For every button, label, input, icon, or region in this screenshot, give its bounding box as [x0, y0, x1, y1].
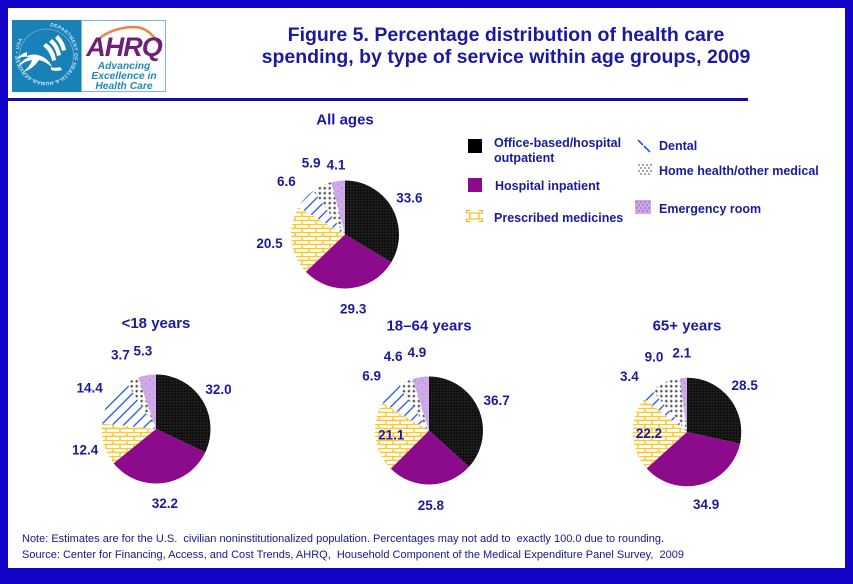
svg-text:2.1: 2.1	[672, 346, 691, 361]
svg-text:12.4: 12.4	[72, 443, 99, 458]
svg-text:6.6: 6.6	[277, 174, 296, 189]
svg-text:5.3: 5.3	[134, 344, 153, 359]
svg-text:All ages: All ages	[316, 112, 374, 129]
svg-text:5.9: 5.9	[302, 156, 321, 171]
svg-text:4.1: 4.1	[327, 158, 346, 173]
svg-text:21.1: 21.1	[378, 428, 405, 443]
svg-text:6.9: 6.9	[362, 369, 381, 384]
svg-text:34.9: 34.9	[693, 497, 719, 512]
svg-text:25.8: 25.8	[418, 498, 445, 513]
svg-text:4.9: 4.9	[408, 345, 427, 360]
svg-text:32.2: 32.2	[152, 496, 178, 511]
svg-text:<18 years: <18 years	[122, 315, 191, 332]
svg-text:22.2: 22.2	[636, 426, 662, 441]
svg-text:33.6: 33.6	[396, 191, 423, 206]
svg-text:28.5: 28.5	[732, 378, 759, 393]
svg-text:9.0: 9.0	[645, 349, 664, 364]
svg-text:3.4: 3.4	[620, 369, 639, 384]
svg-text:20.5: 20.5	[256, 236, 283, 251]
svg-text:65+ years: 65+ years	[653, 318, 722, 335]
svg-text:36.7: 36.7	[483, 393, 509, 408]
svg-text:4.6: 4.6	[384, 349, 403, 364]
svg-text:32.0: 32.0	[205, 382, 231, 397]
svg-text:14.4: 14.4	[76, 381, 103, 396]
svg-text:3.7: 3.7	[111, 348, 130, 363]
svg-text:29.3: 29.3	[340, 302, 367, 317]
svg-text:18–64 years: 18–64 years	[386, 318, 471, 335]
